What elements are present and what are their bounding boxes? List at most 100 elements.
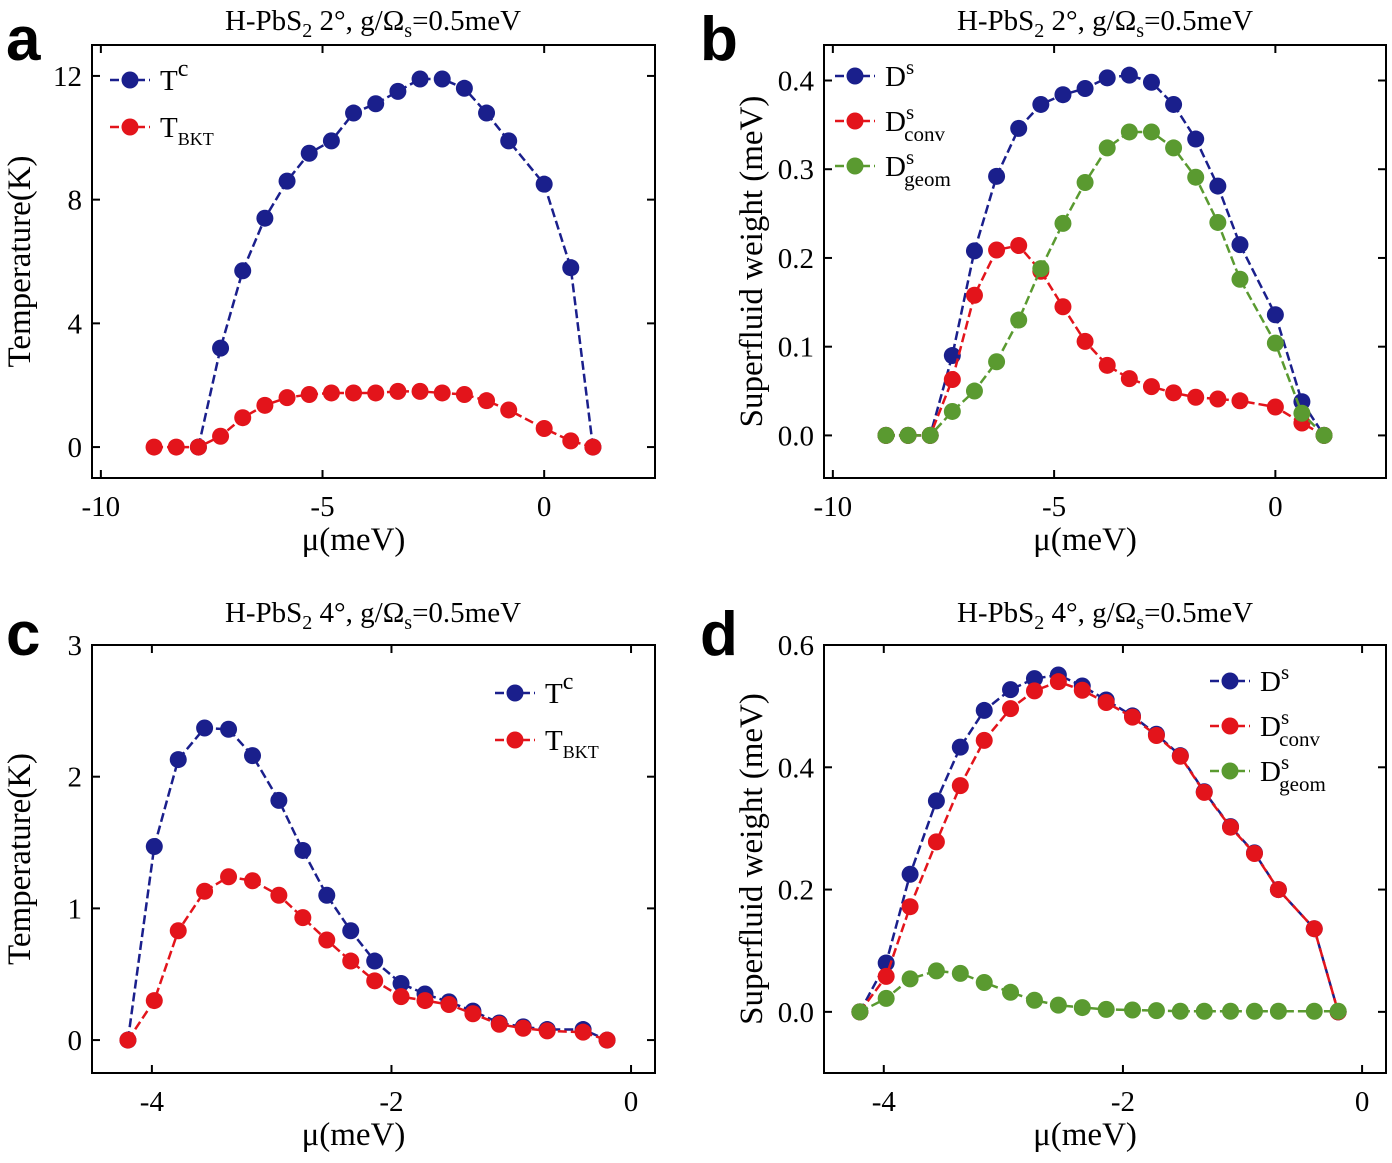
legend-main: T [160,65,178,97]
data-point [515,1020,532,1037]
data-point [301,145,318,162]
data-point [196,719,213,736]
legend-sub: geom [1279,772,1326,796]
data-point [599,1032,616,1049]
title-main: H-PbS [225,5,302,37]
data-point [1077,80,1094,97]
data-point [1050,673,1067,690]
x-tick-label: 0 [537,491,552,523]
data-point [1050,997,1067,1014]
legend-label: Tc [545,669,573,710]
legend-label: Tc [160,56,188,97]
data-point [1187,131,1204,148]
data-point [1010,312,1027,329]
data-point [1032,260,1049,277]
data-point [294,909,311,926]
data-point [922,427,939,444]
data-point [1246,845,1263,862]
data-point [491,1016,508,1033]
data-point [536,176,553,193]
data-point [434,384,451,401]
data-point [902,898,919,915]
y-tick-label: 2 [68,762,83,794]
data-point [412,71,429,88]
legend-marker [847,113,864,130]
data-point [1002,681,1019,698]
panel-label-d: d [700,600,738,669]
data-point [1099,357,1116,374]
title-rest: 2°, g/Ω [312,5,404,37]
data-point [244,872,261,889]
data-point [900,427,917,444]
y-tick-label: 4 [68,308,83,340]
y-tick-label: 0.2 [778,875,814,907]
data-point [1077,333,1094,350]
data-point [1209,178,1226,195]
data-point [952,965,969,982]
y-tick-label: 3 [68,630,83,662]
legend-sub: BKT [178,129,214,149]
data-point [478,105,495,122]
legend-sub: c [563,669,574,695]
data-point [190,439,207,456]
data-point [1267,399,1284,416]
legend-main: T [545,725,563,757]
data-point [1054,215,1071,232]
data-point [196,883,213,900]
series-tc [119,719,615,1048]
legend-marker [122,119,139,136]
data-point [412,383,429,400]
x-tick-label: -10 [82,491,121,523]
legend-sub: conv [1279,727,1320,751]
legend-main: D [885,106,906,138]
title-sub-s: s [1136,20,1144,42]
data-point [1222,819,1239,836]
x-tick-label: -5 [1042,491,1066,523]
data-point [1165,96,1182,113]
data-point [244,747,261,764]
y-tick-label: 8 [68,185,83,217]
data-point [323,132,340,149]
data-point [902,866,919,883]
data-point [345,384,362,401]
data-point [1187,389,1204,406]
data-point [539,1022,556,1039]
y-tick-label: 12 [53,61,82,93]
legend-label: TBKT [160,112,214,149]
data-point [584,439,601,456]
legend-main: T [160,112,178,144]
data-point [279,389,296,406]
data-point [1099,69,1116,86]
data-point [500,401,517,418]
y-tick-label: 0.4 [778,65,815,97]
data-point [1306,920,1323,937]
data-point [878,968,895,985]
series-tbkt [146,383,602,456]
y-tick-label: 0.1 [778,332,814,364]
y-tick-label: 1 [68,893,83,925]
legend-main: D [1260,711,1281,743]
data-point [877,427,894,444]
figure: a H-PbS2 2°, g/Ωs=0.5meV -10 -5 004812μ(me… [0,0,1392,1163]
legend-marker [1222,763,1239,780]
data-point [342,922,359,939]
data-point [1054,86,1071,103]
legend-marker [507,685,524,702]
legend-marker [122,72,139,89]
title-sub-2: 2 [302,612,312,634]
data-point [928,962,945,979]
data-point [393,988,410,1005]
data-point [1165,384,1182,401]
data-point [1231,236,1248,253]
data-point [1172,748,1189,765]
data-point [944,371,961,388]
data-point [212,340,229,357]
data-point [976,732,993,749]
legend-label: Ds [1260,660,1289,698]
panel-label-a: a [6,5,41,74]
y-axis-title: Superfluid weight (meV) [734,693,770,1025]
y-tick-label: 0.6 [778,630,814,662]
x-axis-title: μ(meV) [302,522,406,558]
data-point [1124,1002,1141,1019]
data-point [1077,174,1094,191]
